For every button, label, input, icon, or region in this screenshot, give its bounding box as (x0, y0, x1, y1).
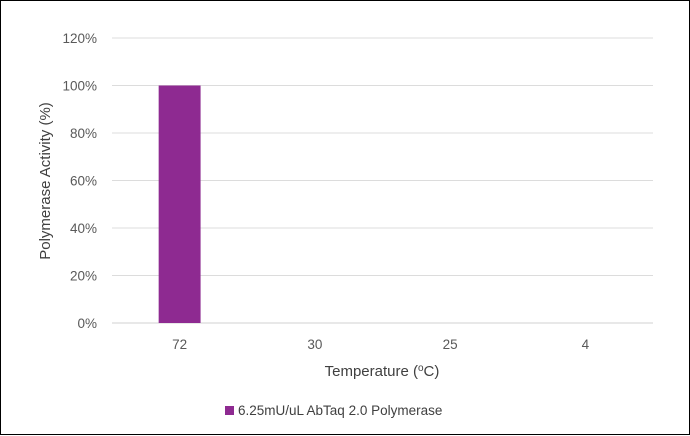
x-axis-title-sup: o (418, 363, 424, 374)
bar (158, 85, 201, 323)
y-axis-title: Polymerase Activity (%) (37, 102, 54, 260)
bars (158, 85, 201, 323)
x-tick-label: 4 (582, 337, 590, 352)
y-tick-label: 40% (70, 221, 97, 236)
legend-label: 6.25mU/uL AbTaq 2.0 Polymerase (238, 403, 442, 418)
y-tick-label: 80% (70, 126, 97, 141)
y-tick-labels: 0% 20% 40% 60% 80% 100% 120% (62, 31, 97, 331)
y-tick-label: 100% (62, 79, 97, 94)
y-tick-label: 60% (70, 174, 97, 189)
y-tick-label: 0% (77, 316, 97, 331)
y-tick-label: 120% (62, 31, 97, 46)
x-tick-label: 72 (172, 337, 187, 352)
gridlines (112, 37, 653, 324)
x-tick-label: 30 (307, 337, 322, 352)
x-axis-title-main: Temperature ( (325, 363, 418, 380)
y-tick-label: 20% (70, 269, 97, 284)
x-axis-title: Temperature (oC) (325, 363, 440, 380)
x-tick-labels: 72 30 25 4 (172, 337, 590, 352)
x-tick-label: 25 (443, 337, 458, 352)
x-axis-title-suffix: C) (424, 363, 440, 380)
legend-swatch (225, 406, 234, 415)
